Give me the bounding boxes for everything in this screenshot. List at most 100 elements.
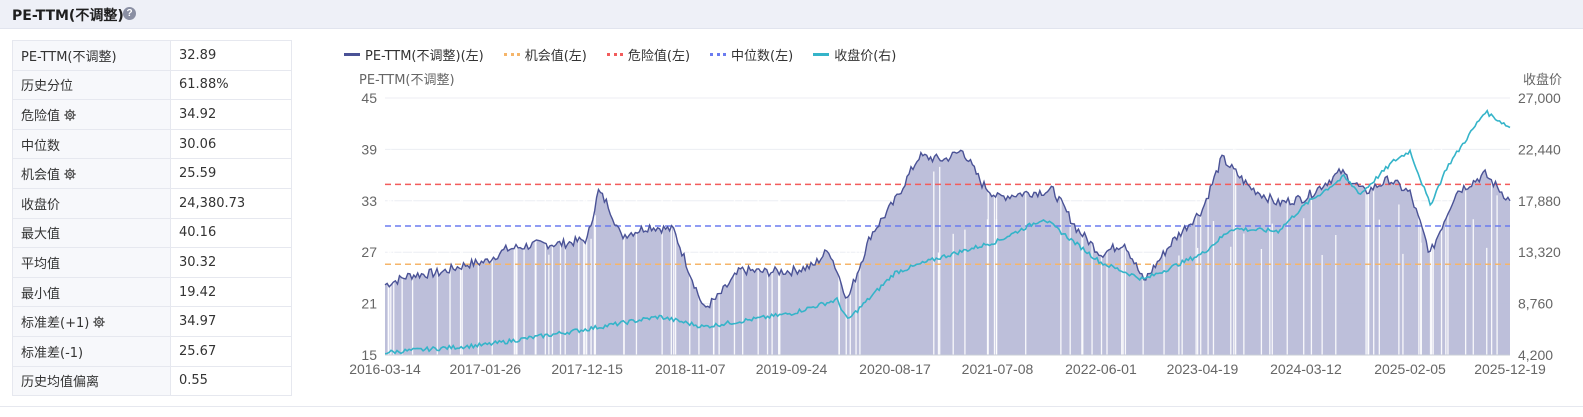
x-tick: 2023-04-19 (1167, 361, 1239, 377)
panel-header: PE-TTM(不调整) ? (0, 0, 1583, 29)
stat-label: 危险值 (12, 99, 171, 130)
stat-label: 最小值 (12, 276, 171, 308)
stat-label: PE-TTM(不调整) (12, 40, 171, 71)
legend-opportunity-label: 机会值(左) (524, 48, 587, 64)
legend-close-swatch (813, 52, 830, 56)
stat-label: 最大值 (12, 217, 171, 249)
x-tick: 2022-06-01 (1065, 361, 1137, 377)
stat-value: 19.42 (170, 276, 292, 308)
stat-value: 34.97 (170, 306, 292, 337)
x-tick: 2018-11-07 (655, 361, 726, 377)
legend-median-swatch (710, 52, 727, 56)
stats-row: 危险值 34.92 (12, 99, 292, 130)
stat-value: 61.88% (170, 69, 292, 101)
stat-value: 32.89 (170, 40, 292, 71)
stat-label: 历史分位 (12, 69, 171, 101)
y-left-axis-label: PE-TTM(不调整) (359, 73, 455, 88)
stat-value: 25.59 (170, 158, 292, 189)
legend-opportunity[interactable]: 机会值(左) (503, 45, 587, 64)
stats-row: PE-TTM(不调整) 32.89 (12, 40, 292, 71)
y-left-tick: 45 (361, 90, 377, 106)
stats-row: 标准差(+1) 34.97 (12, 306, 292, 337)
stat-value: 40.16 (170, 217, 292, 249)
y-left-tick: 33 (361, 193, 377, 209)
stat-label-text: 最大值 (21, 227, 61, 243)
stat-label-text: 最小值 (21, 286, 61, 302)
stats-row: 历史分位 61.88% (12, 69, 292, 101)
stat-label-text: 标准差(+1) (21, 316, 90, 332)
stat-label: 历史均值偏离 (12, 365, 171, 397)
stats-table: PE-TTM(不调整) 32.89 历史分位 61.88% 危险值 34.92 中位数 30.… (12, 40, 292, 397)
stat-label: 机会值 (12, 158, 171, 189)
gear-icon[interactable] (64, 109, 76, 121)
pe-area (385, 150, 1510, 355)
y-right-tick: 8,760 (1518, 296, 1553, 312)
stat-label: 收盘价 (12, 187, 171, 219)
legend-close-label: 收盘价(右) (834, 48, 897, 64)
stats-row: 中位数 30.06 (12, 128, 292, 160)
stats-row: 最小值 19.42 (12, 276, 292, 308)
x-tick: 2020-08-17 (859, 361, 931, 377)
stat-label-text: 历史均值偏离 (21, 375, 100, 391)
legend-danger[interactable]: 危险值(左) (606, 45, 691, 64)
legend-pe[interactable]: PE-TTM(不调整)(左) (344, 45, 484, 64)
stat-value: 25.67 (170, 335, 292, 367)
y-right-tick: 27,000 (1518, 90, 1561, 106)
stat-label-text: 中位数 (21, 138, 61, 154)
stat-label: 标准差(+1) (12, 306, 171, 337)
page-title: PE-TTM(不调整) (12, 8, 124, 24)
close-line (384, 109, 1511, 355)
pe-line (384, 149, 1511, 309)
y-right-axis-label: 收盘价 (1523, 72, 1562, 88)
x-tick: 2017-01-26 (449, 361, 521, 377)
x-tick: 2016-03-14 (349, 361, 421, 377)
y-right-tick: 22,440 (1518, 141, 1561, 157)
y-left-tick: 15 (361, 347, 377, 363)
stat-value: 30.32 (170, 247, 292, 278)
x-tick: 2019-09-24 (756, 361, 828, 377)
bottom-divider (0, 406, 1583, 407)
question-circle-icon[interactable]: ? (123, 7, 136, 20)
legend-pe-label: PE-TTM(不调整)(左) (365, 48, 484, 64)
stat-label-text: PE-TTM(不调整) (21, 49, 117, 65)
y-left-tick: 39 (361, 141, 377, 157)
x-tick: 2025-12-19 (1474, 361, 1546, 377)
stats-row: 最大值 40.16 (12, 217, 292, 249)
stat-value: 24,380.73 (170, 187, 292, 219)
stat-label: 平均值 (12, 247, 171, 278)
stat-label-text: 收盘价 (21, 197, 61, 213)
y-right-tick: 17,880 (1518, 193, 1561, 209)
x-tick: 2017-12-15 (551, 361, 623, 377)
legend-pe-swatch (344, 52, 360, 56)
stat-label-text: 平均值 (21, 256, 61, 272)
stats-row: 标准差(-1) 25.67 (12, 335, 292, 367)
gear-icon[interactable] (64, 168, 76, 180)
stat-label: 中位数 (12, 128, 171, 160)
stats-row: 平均值 30.32 (12, 247, 292, 278)
legend-opportunity-swatch (503, 52, 520, 56)
stats-row: 收盘价 24,380.73 (12, 187, 292, 219)
y-left-tick: 21 (361, 296, 377, 312)
stat-label: 标准差(-1) (12, 335, 171, 367)
stat-label-text: 机会值 (21, 168, 61, 184)
stat-label-text: 标准差(-1) (21, 345, 84, 361)
x-tick: 2021-07-08 (962, 361, 1034, 377)
legend-danger-label: 危险值(左) (627, 48, 691, 64)
pe-chart[interactable]: 45 39 33 27 21 15 27,000 22,440 17,880 13,320 8,76… (330, 66, 1583, 386)
x-tick: 2025-02-05 (1374, 361, 1446, 377)
stat-value: 34.92 (170, 99, 292, 130)
legend-median[interactable]: 中位数(左) (710, 45, 794, 64)
chart-legend: PE-TTM(不调整)(左) 机会值(左) 危险值(左) 中位数(左) 收盘价(… (344, 45, 916, 64)
stat-value: 30.06 (170, 128, 292, 160)
stat-label-text: 危险值 (21, 108, 61, 124)
y-right-tick: 13,320 (1518, 244, 1561, 260)
stats-row: 历史均值偏离 0.55 (12, 365, 292, 397)
x-tick: 2024-03-12 (1270, 361, 1342, 377)
stat-label-text: 历史分位 (21, 79, 74, 95)
legend-median-label: 中位数(左) (731, 48, 794, 64)
stat-value: 0.55 (170, 365, 292, 397)
legend-close[interactable]: 收盘价(右) (813, 45, 897, 64)
y-right-tick: 4,200 (1518, 347, 1553, 363)
gear-icon[interactable] (93, 316, 106, 328)
stats-row: 机会值 25.59 (12, 158, 292, 189)
